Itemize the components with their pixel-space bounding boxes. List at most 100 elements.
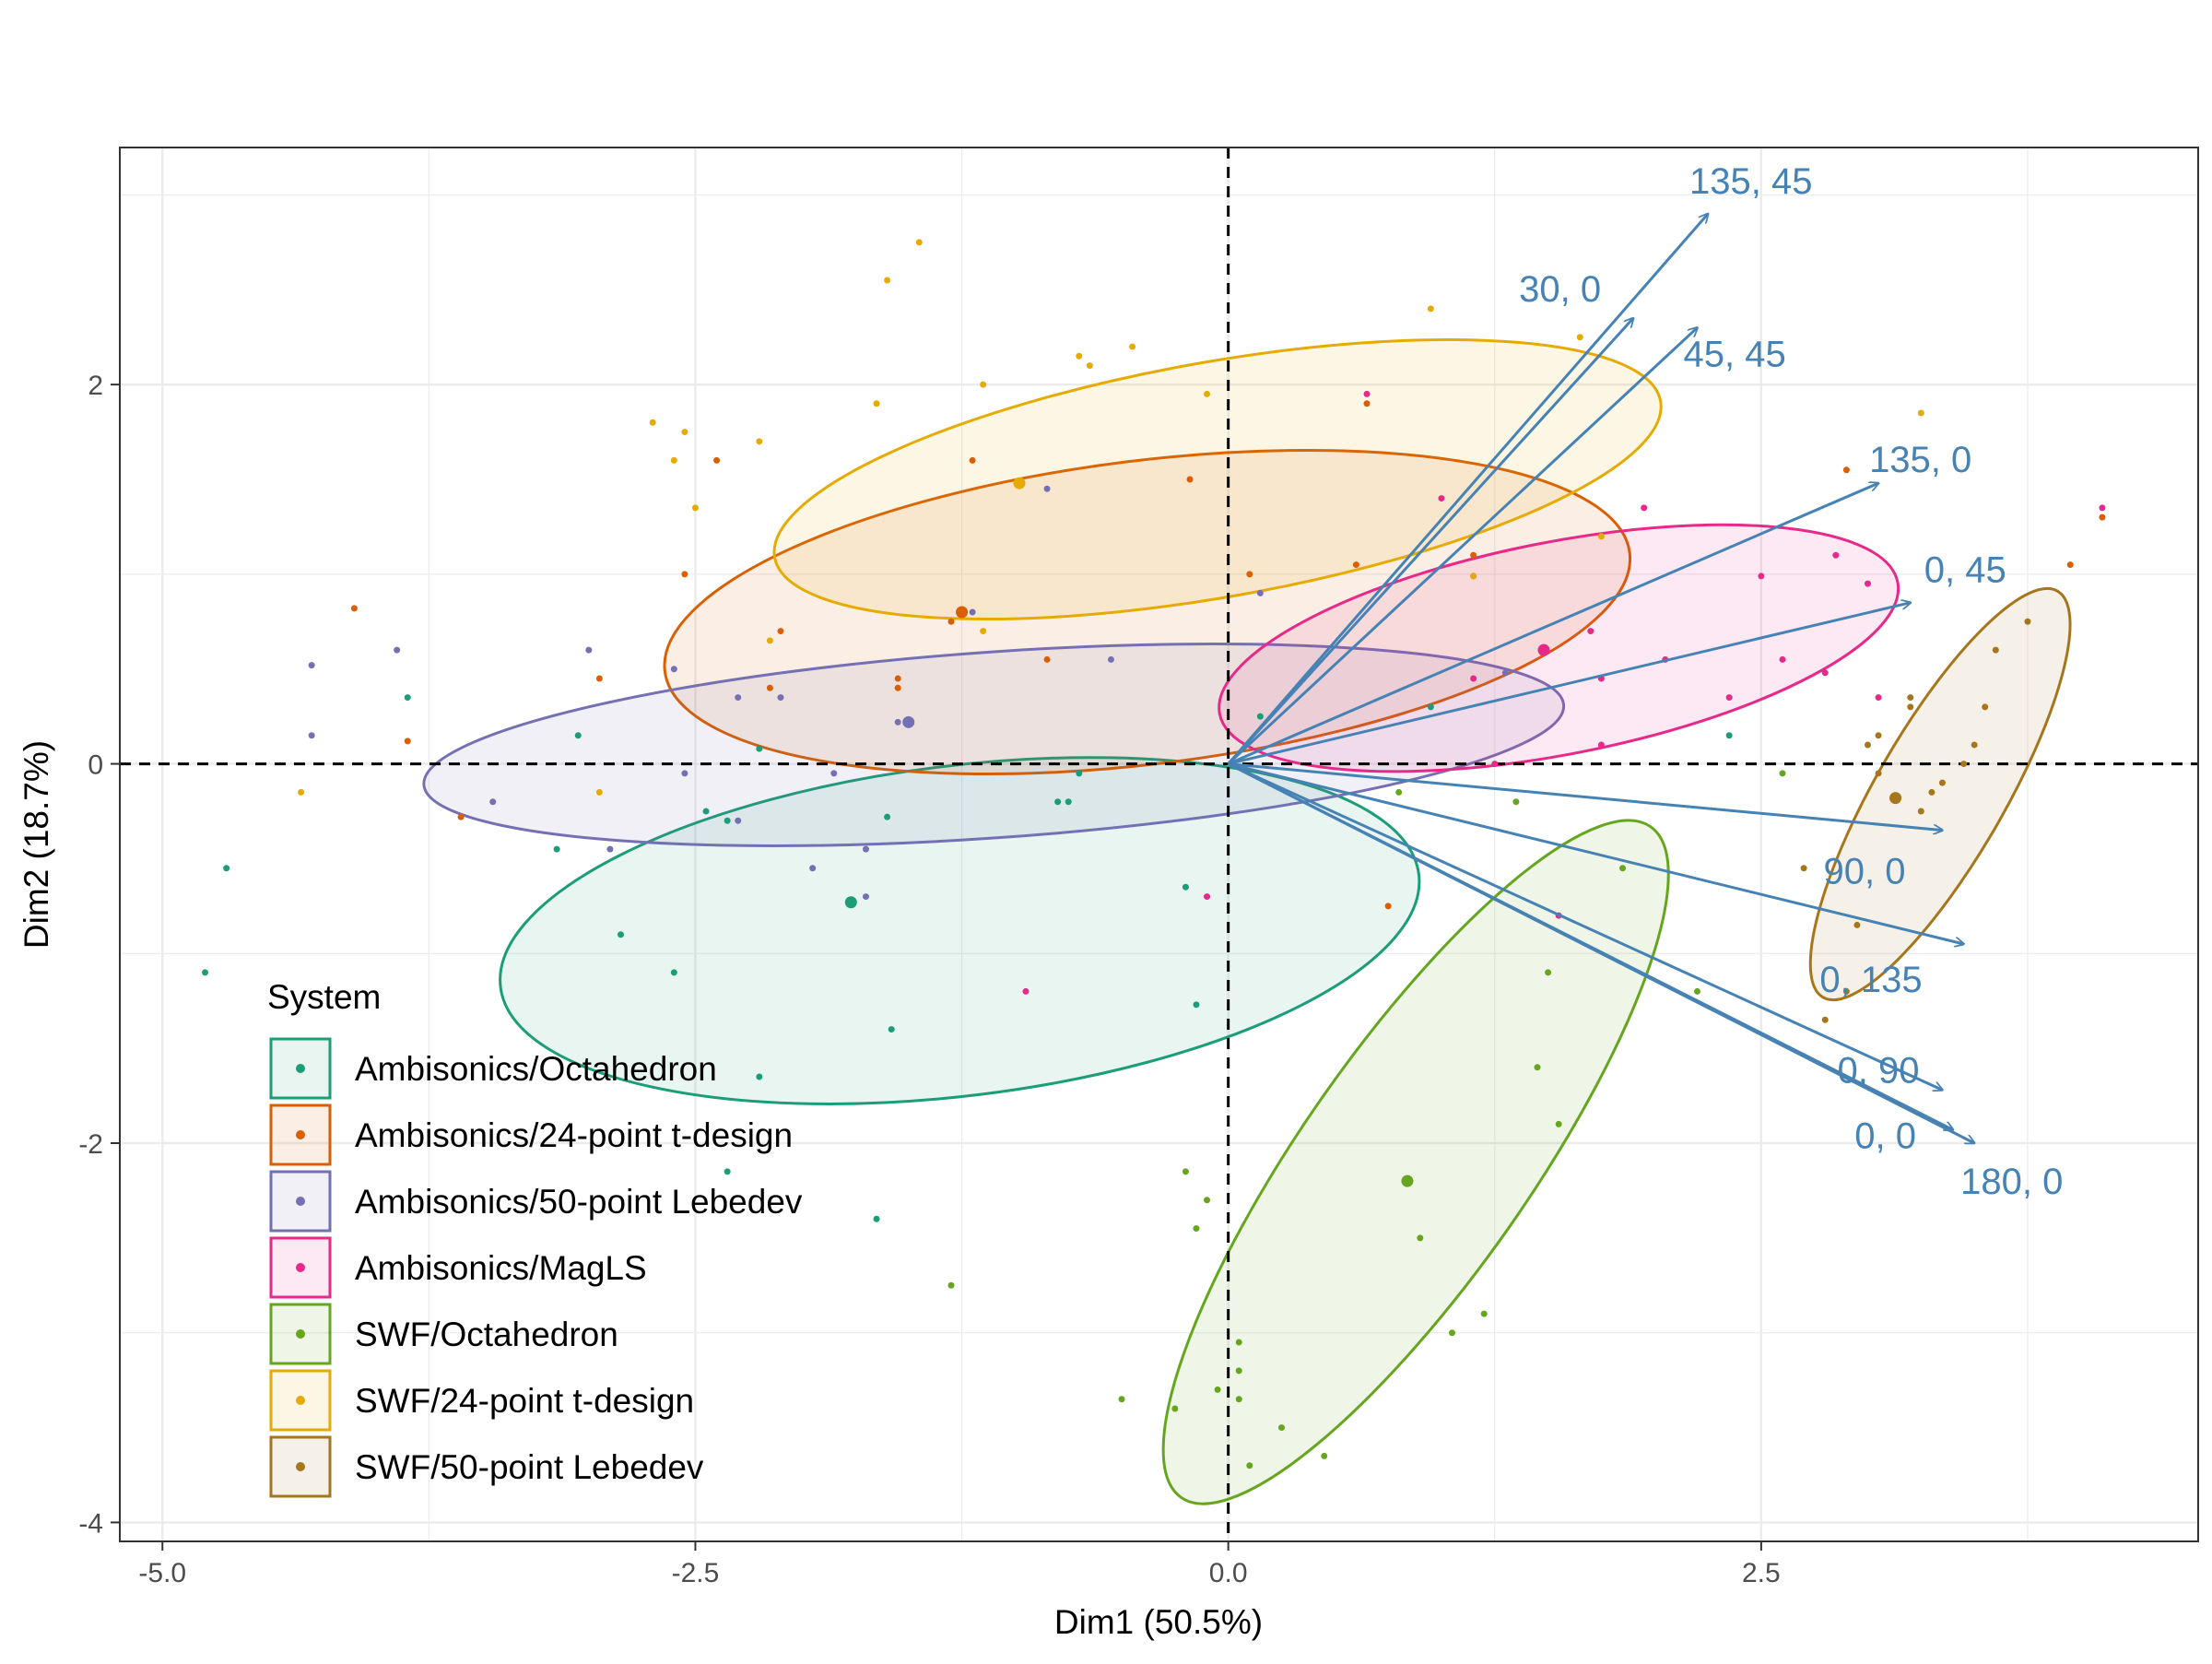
data-point <box>980 381 987 388</box>
data-point <box>670 969 677 976</box>
ellipse-ambisonics-50-point-lebedev <box>422 643 1566 847</box>
data-point <box>777 628 784 635</box>
data-point <box>1427 703 1434 711</box>
group-centroid <box>1537 643 1550 656</box>
vector-label: 180, 0 <box>1960 1162 2063 1202</box>
data-point <box>298 788 305 796</box>
data-point <box>394 646 401 654</box>
data-point <box>1171 1405 1179 1412</box>
data-point <box>1842 987 1850 995</box>
data-point <box>702 808 710 815</box>
group-centroid <box>902 715 915 728</box>
data-point <box>1438 495 1445 502</box>
data-point <box>724 817 731 824</box>
data-point <box>681 429 688 436</box>
data-point <box>1204 1197 1211 1204</box>
data-point <box>1107 655 1114 663</box>
data-point <box>1449 1329 1456 1337</box>
data-point <box>947 618 955 625</box>
group-centroid <box>956 606 969 619</box>
data-point <box>1779 655 1786 663</box>
legend-label: Ambisonics/24-point t-design <box>355 1116 793 1154</box>
variable-vectors: 135, 45 30, 0 45, 45 135, 0 0, 45 90, 0 0, 135… <box>1227 161 2063 1202</box>
data-point <box>830 770 838 777</box>
data-point <box>1821 669 1829 677</box>
data-point <box>1427 305 1434 313</box>
data-point <box>1235 1396 1242 1403</box>
data-point <box>1256 589 1264 596</box>
legend-key-dot <box>296 1396 305 1405</box>
data-point <box>202 969 209 976</box>
data-point <box>735 817 742 824</box>
data-point <box>884 813 891 820</box>
data-point <box>1555 1120 1562 1127</box>
data-point <box>681 770 688 777</box>
data-point <box>1235 1339 1242 1346</box>
data-point <box>894 684 901 691</box>
legend-title: System <box>267 978 381 1016</box>
x-axis-title: Dim1 (50.5%) <box>1054 1603 1263 1641</box>
vector-arrow <box>1228 603 1911 766</box>
data-point <box>947 1281 955 1289</box>
data-point <box>756 1073 763 1080</box>
data-point <box>1992 646 1999 654</box>
legend-key-dot <box>296 1064 305 1073</box>
legend-label: SWF/50-point Lebedev <box>355 1448 704 1486</box>
data-point <box>2099 504 2106 512</box>
data-point <box>915 239 923 246</box>
vector-arrow <box>1227 762 1974 1143</box>
axes: -5.0 -2.5 0.0 2.5 -4 -2 0 2 <box>78 371 1780 1588</box>
data-point <box>1043 655 1051 663</box>
data-point <box>1417 1234 1424 1242</box>
legend-key <box>269 1435 332 1498</box>
data-point <box>1491 761 1499 768</box>
data-point <box>1641 504 1648 512</box>
data-point <box>1065 798 1072 806</box>
data-point <box>1982 703 1989 711</box>
data-point <box>1246 571 1253 578</box>
vector-label: 45, 45 <box>1683 334 1785 374</box>
vector-arrow <box>1227 214 1708 765</box>
data-point <box>404 738 411 745</box>
data-point <box>649 419 656 426</box>
data-point <box>606 845 614 853</box>
vector-label: 0, 135 <box>1819 960 1922 1000</box>
legend-label: SWF/24-point t-design <box>355 1382 694 1420</box>
legend-key-dot <box>296 1130 305 1139</box>
data-point <box>618 931 625 938</box>
data-point <box>1363 400 1371 407</box>
legend-label: Ambisonics/Octahedron <box>355 1050 717 1088</box>
x-tick-label: -5.0 <box>138 1558 186 1588</box>
data-point <box>862 845 869 853</box>
data-point <box>1597 741 1605 749</box>
data-point <box>1235 1367 1242 1375</box>
data-point <box>1129 343 1136 350</box>
vector-arrow <box>1227 318 1633 765</box>
y-tick-label: 2 <box>88 371 103 401</box>
data-point <box>1853 921 1861 928</box>
data-point <box>1960 761 1968 768</box>
data-point <box>735 694 742 702</box>
vector-label: 0, 0 <box>1854 1116 1916 1157</box>
data-point <box>894 675 901 682</box>
data-point <box>2066 561 2074 569</box>
legend-label: SWF/Octahedron <box>355 1316 618 1353</box>
data-point <box>713 456 721 464</box>
data-point <box>670 456 677 464</box>
data-point <box>1182 883 1189 891</box>
data-point <box>1204 390 1211 397</box>
data-point <box>724 1168 731 1175</box>
concentration-ellipses <box>422 337 2072 1505</box>
data-point <box>766 684 773 691</box>
x-tick-label: -2.5 <box>672 1558 720 1588</box>
group-centroid <box>1013 477 1026 490</box>
data-point <box>308 732 315 739</box>
data-point <box>1907 694 1914 702</box>
vector-arrow <box>1228 762 1943 831</box>
data-point <box>1246 1462 1253 1469</box>
vector-arrow <box>1228 762 1943 1091</box>
data-point <box>1363 390 1371 397</box>
data-point <box>1928 788 1936 796</box>
data-point <box>873 1215 880 1222</box>
data-point <box>969 456 976 464</box>
